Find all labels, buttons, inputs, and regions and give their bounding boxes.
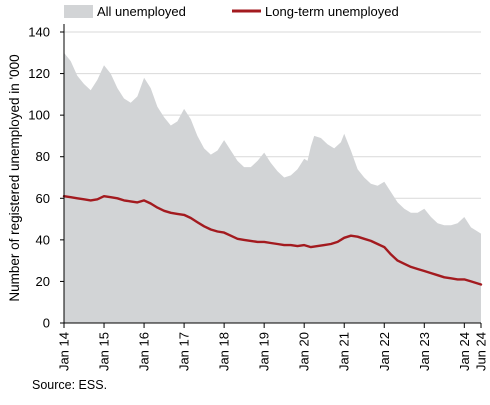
y-tick-label: 120: [28, 66, 50, 81]
y-tick-label: 140: [28, 25, 50, 40]
legend-label-long-term-unemployed: Long-term unemployed: [265, 4, 399, 19]
y-tick-label: 80: [36, 149, 50, 164]
x-tick-label: Jan 18: [217, 332, 232, 371]
series-area-all-unemployed: [64, 52, 481, 324]
x-tick-label: Jan 22: [377, 332, 392, 371]
line-layer: [62, 194, 483, 286]
x-tick-label: Jan 23: [417, 332, 432, 371]
x-tick-label: Jan 21: [337, 332, 352, 371]
x-tick-label: Jan 14: [57, 332, 72, 371]
x-tick-labels: Jan 14 Jan 15 Jan 16 Jan 17 Jan 18 Jan 19 Jan …: [57, 323, 489, 371]
y-tick-label: 100: [28, 108, 50, 123]
x-tick-label: Jan 19: [257, 332, 272, 371]
source-note: Source: ESS.: [32, 378, 108, 392]
legend: All unemployed Long-term unemployed: [64, 4, 399, 19]
x-tick-label: Jan 16: [137, 332, 152, 371]
legend-label-all-unemployed: All unemployed: [97, 4, 186, 19]
y-tick-labels: 0 20 40 60 80 100 120 140: [28, 25, 64, 331]
y-tick-label: 0: [43, 316, 50, 331]
legend-swatch-all-unemployed: [64, 5, 93, 18]
x-tick-label: Jun 24: [474, 332, 489, 371]
x-tick-label: Jan 20: [297, 332, 312, 371]
y-axis-title: Number of registered unemployed in '000: [7, 54, 22, 301]
y-tick-label: 40: [36, 232, 50, 247]
y-tick-label: 20: [36, 274, 50, 289]
area-layer: [64, 52, 481, 324]
y-tick-label: 60: [36, 191, 50, 206]
series-line-long-term-unemployed: [62, 194, 483, 286]
x-tick-label: Jan 24: [457, 332, 472, 371]
x-tick-label: Jan 17: [177, 332, 192, 371]
x-tick-label: Jan 15: [97, 332, 112, 371]
